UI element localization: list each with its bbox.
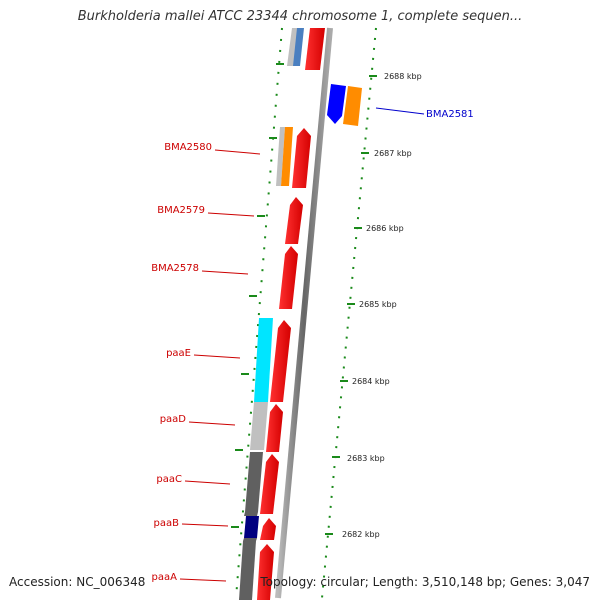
gene-paaD-arrow — [266, 404, 283, 452]
gene-label-paaA: paaA — [152, 572, 178, 583]
gene-BMA2580-arrow — [292, 128, 311, 188]
genome-backbone — [275, 27, 333, 599]
gene-label-paaD: paaD — [160, 414, 187, 425]
connector-paaA — [179, 578, 227, 582]
scale-tick-label: 2686 kbp — [366, 224, 404, 233]
gene-label-BMA2579: BMA2579 — [157, 205, 205, 216]
top-partial-features — [287, 28, 325, 70]
gene-label-BMA2578: BMA2578 — [151, 263, 199, 274]
scale-tick-label: 2683 kbp — [347, 454, 385, 463]
scale-tick-label: 2687 kbp — [374, 149, 412, 158]
genome-summary-text: Topology: circular; Length: 3,510,148 bp… — [260, 575, 590, 589]
gene-BMA2580-gray-track — [276, 127, 285, 186]
gene-paaB-dark-track — [244, 512, 258, 516]
connector-paaD — [188, 421, 236, 426]
gene-BMA2579-arrow — [285, 197, 303, 244]
map-title: Burkholderia mallei ATCC 23344 chromosom… — [77, 9, 523, 24]
connector-paaE — [193, 354, 241, 359]
gene-BMA2580-orange-track — [281, 127, 293, 186]
gene-paaB-navy-track — [244, 516, 259, 538]
gene-labels: BMA2581 BMA2580 BMA2579 BMA2578 paaE paa… — [151, 109, 474, 583]
scale-tick-label: 2685 kbp — [359, 300, 397, 309]
connector-paaC — [184, 480, 231, 485]
gene-paaB-arrow — [260, 518, 276, 540]
top-blue-feature — [293, 28, 304, 66]
accession-text: Accession: NC_006348 — [9, 575, 146, 589]
gene-paaA-arrow — [257, 544, 274, 600]
gene-BMA2578-arrow — [279, 246, 298, 309]
connector-BMA2578 — [201, 270, 249, 275]
scale-tick-label: 2688 kbp — [384, 72, 422, 81]
gene-paaD-gray-track — [250, 402, 268, 450]
gene-paaC-arrow — [260, 454, 279, 514]
scale-tick-label: 2684 kbp — [352, 377, 390, 386]
gene-BMA2581-reverse-arrow — [327, 84, 346, 124]
gene-paaA-dark-track — [239, 541, 256, 600]
gene-label-paaC: paaC — [156, 474, 182, 485]
gene-label-BMA2581: BMA2581 — [426, 109, 474, 120]
top-red-feature — [305, 28, 325, 70]
gene-paaE-cyan-track — [254, 318, 273, 402]
forward-features — [239, 127, 311, 600]
inner-ring-ticks — [231, 63, 284, 528]
connector-BMA2579 — [207, 212, 255, 217]
scale-tick-label: 2682 kbp — [342, 530, 380, 539]
connector-paaB — [181, 523, 229, 527]
reverse-features — [327, 84, 362, 126]
gene-paaC-dark-track — [245, 452, 263, 512]
gene-paaB-dark-track-lower — [243, 538, 257, 541]
gene-label-paaB: paaB — [154, 518, 180, 529]
label-connectors — [179, 107, 425, 582]
gene-BMA2581-orange-track — [343, 86, 362, 126]
gene-paaE-arrow — [270, 320, 291, 402]
gene-label-paaE: paaE — [166, 348, 191, 359]
gc-skew-inner-curve — [235, 27, 283, 599]
connector-BMA2580 — [214, 149, 261, 155]
scale-ticks: 2688 kbp 2687 kbp 2686 kbp 2685 kbp 2684… — [325, 72, 422, 539]
connector-BMA2581 — [375, 107, 425, 115]
gene-label-BMA2580: BMA2580 — [164, 142, 212, 153]
